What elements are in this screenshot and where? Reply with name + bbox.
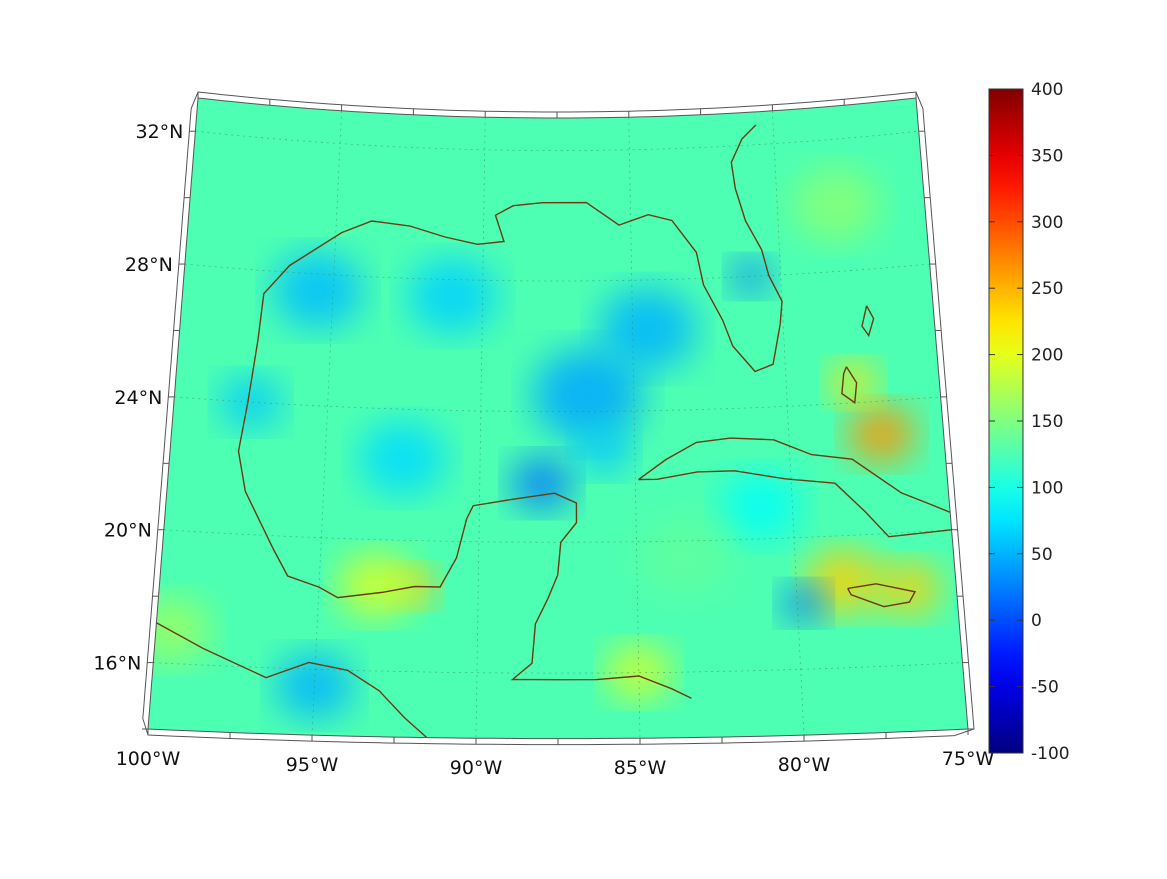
longitude-gridline — [311, 110, 342, 736]
latitude-label: 16°N — [93, 653, 141, 675]
latitude-gridline — [195, 130, 919, 152]
colorbar-label: 400 — [1031, 80, 1063, 100]
longitude-label: 90°W — [450, 757, 503, 779]
colorbar: 400 350 300 250 200 150 100 50 0 -50 -100 — [988, 80, 1070, 764]
colorbar-label: 300 — [1031, 213, 1063, 233]
frame-ticks — [142, 92, 974, 745]
coastline-andros — [841, 366, 858, 404]
field-blob — [599, 288, 696, 370]
latitude-label: 32°N — [136, 121, 184, 143]
field-blob — [876, 561, 941, 616]
colorbar-label: 100 — [1031, 478, 1063, 498]
field-blob — [606, 645, 672, 701]
colorbar-label: 50 — [1031, 545, 1053, 565]
latitude-labels: 32°N 28°N 24°N 20°N 16°N — [93, 121, 183, 674]
field-blob — [847, 405, 916, 464]
longitude-labels: 100°W 95°W 90°W 85°W 80°W 75°W — [116, 748, 995, 779]
field-blob — [148, 597, 211, 664]
colorbar-label: 350 — [1031, 146, 1063, 166]
field-blob — [220, 376, 282, 429]
field-blob — [576, 427, 632, 475]
colorbar-label: 150 — [1031, 412, 1063, 432]
longitude-label: 80°W — [778, 754, 831, 776]
field-blob — [407, 257, 498, 335]
coastlines — [156, 124, 968, 739]
longitude-label: 95°W — [286, 754, 339, 776]
field-blob — [792, 167, 881, 243]
field-blob — [730, 258, 772, 295]
colorbar-label: -100 — [1031, 744, 1070, 764]
field-blob — [510, 456, 574, 510]
coastline-pacific-mexico — [156, 622, 428, 739]
coastline-jamaica — [847, 583, 917, 608]
coastline-gulf-coast — [237, 201, 781, 699]
longitude-gridline — [475, 117, 486, 739]
longitude-label: 75°W — [942, 748, 995, 770]
colorbar-label: -50 — [1031, 678, 1059, 698]
coastline-atlantic-florida — [730, 124, 783, 325]
colorbar-label: 0 — [1031, 611, 1042, 631]
longitude-gridline — [772, 110, 805, 736]
field-blob — [359, 421, 447, 496]
longitude-label: 85°W — [614, 757, 667, 779]
field-blob — [720, 471, 802, 541]
latitude-gridline — [184, 263, 930, 282]
field-blob — [781, 584, 827, 623]
latitude-label: 24°N — [114, 387, 162, 409]
field-blob — [829, 362, 878, 404]
field-blob — [273, 252, 363, 329]
field-blob — [636, 517, 732, 598]
coastline-abaco — [861, 305, 875, 338]
field-blob — [338, 553, 415, 618]
latitude-label: 28°N — [125, 254, 173, 276]
colorbar-label: 250 — [1031, 279, 1063, 299]
field-blobs — [148, 167, 941, 719]
colorbar-label: 200 — [1031, 346, 1063, 366]
coastline-cuba — [638, 437, 968, 538]
latitude-gridline — [174, 396, 941, 413]
field-blob — [275, 652, 354, 719]
longitude-label: 100°W — [116, 748, 181, 770]
latitude-label: 20°N — [104, 520, 152, 542]
colorbar-ticks: 400 350 300 250 200 150 100 50 0 -50 -100 — [989, 80, 1070, 764]
map-field-layer — [148, 98, 968, 739]
field-blob — [533, 348, 643, 442]
